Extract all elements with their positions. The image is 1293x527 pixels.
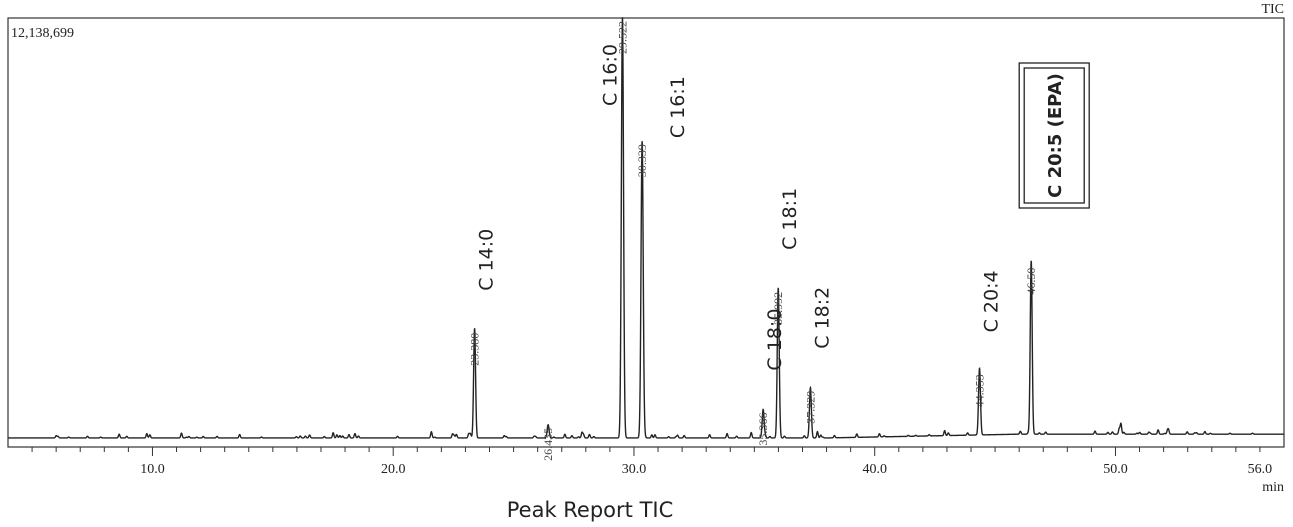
detector-label: TIC [1261,2,1284,17]
peak-rt-label: 37.329 [803,391,817,424]
peak-rt-label: 29.522 [615,21,629,54]
peak-rt-label: 26.435 [541,428,555,461]
peak-rt-label: 23.380 [468,333,482,366]
tic-trace [8,17,1284,439]
chart-caption: Peak Report TIC [507,498,674,522]
compound-label: C 14:0 [476,229,498,291]
x-tick-label: 50.0 [1103,462,1128,477]
compound-label: C 16:0 [599,44,621,106]
x-tick-label: 30.0 [622,462,647,477]
peak-rt-label: 35.366 [756,413,770,446]
x-tick-label: 40.0 [862,462,887,477]
y-max-label: 12,138,699 [11,26,74,41]
peak-rt-label: 35.992 [771,292,785,325]
x-axis-label: min [1262,480,1284,495]
plot-frame [7,17,1285,448]
compound-label: C 18:1 [779,188,801,250]
epa-label-box-inner [1023,67,1085,204]
compound-label: C 18:2 [811,287,833,349]
epa-label-box-outer [1018,62,1090,209]
compound-label: C 20:4 [981,270,1003,332]
compound-label: C 18:0 [764,309,786,371]
compound-label-boxed: C 20:5 (EPA) [1045,73,1066,198]
x-tick-label: 10.0 [140,462,165,477]
x-tick-label: 20.0 [381,462,406,477]
peak-rt-label: 30.339 [635,144,649,177]
peak-rt-label: 46.50 [1024,268,1038,295]
compound-label: C 16:1 [667,76,689,138]
x-axis: 10.0 20.0 30.0 40.0 50.0 56.0 [31,447,1273,477]
peak-rt-label: 44.353 [973,374,987,407]
x-tick-label: 56.0 [1248,462,1273,477]
